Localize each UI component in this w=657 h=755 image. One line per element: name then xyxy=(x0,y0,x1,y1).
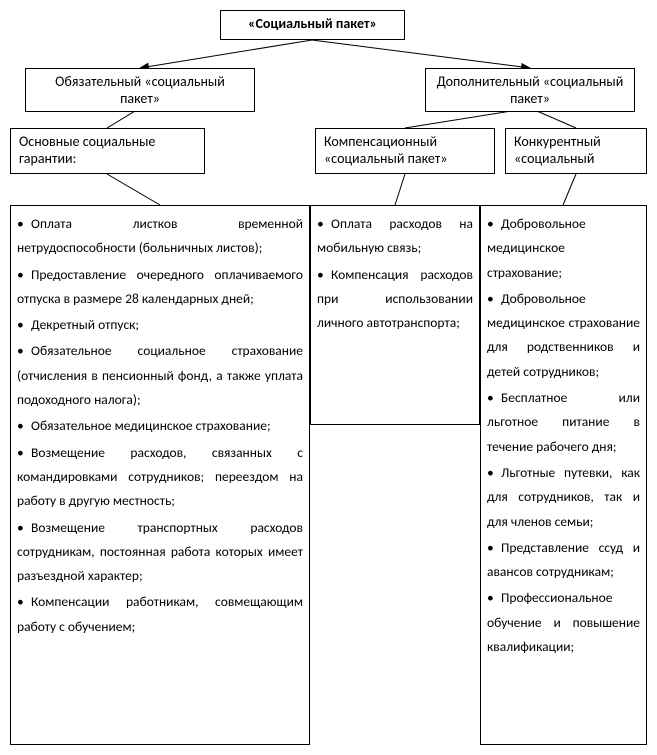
list-item: •Обязательное социальное страхование (от… xyxy=(17,339,303,412)
root-node: «Социальный пакет» xyxy=(220,10,405,40)
list-item: •Компенсация расходов при использовании … xyxy=(317,263,473,336)
node-compensation: Компенсационный «социальный пакет» xyxy=(315,128,495,174)
list-item: •Льготные путевки, как для сотрудников, … xyxy=(487,461,640,534)
list-item: •Возмещение расходов, связанных с команд… xyxy=(17,441,303,514)
list-item: •Профессиональное обучение и повышение к… xyxy=(487,586,640,659)
detail-compensation: •Оплата расходов на мобильную связь;•Ком… xyxy=(310,205,480,425)
list-item: •Возмещение транспортных расходов сотруд… xyxy=(17,516,303,589)
list-item: •Компенсации работникам, совмещающим раб… xyxy=(17,590,303,639)
social-package-tree: «Социальный пакет» Обязательный «социаль… xyxy=(10,10,647,745)
list-item: •Представление ссуд и авансов сотрудника… xyxy=(487,536,640,585)
detail-competitive: •Добровольное медицинское страхование;•Д… xyxy=(480,205,647,745)
list-item: •Бесплатное или льготное питание в течен… xyxy=(487,386,640,459)
node-competitive: Конкурентный «социальный xyxy=(505,128,647,174)
list-item: •Декретный отпуск; xyxy=(17,313,303,337)
node-basic-guarantees: Основные социальные гарантии: xyxy=(10,128,205,174)
node-additional: Дополнительный «социальный пакет» xyxy=(425,68,635,112)
list-item: •Обязательное медицинское страхование; xyxy=(17,414,303,438)
list-item: •Оплата листков временной нетрудоспособн… xyxy=(17,212,303,261)
list-item: •Добровольное медицинское страхование; xyxy=(487,212,640,285)
list-item: •Добровольное медицинское страхование дл… xyxy=(487,287,640,384)
list-item: •Оплата расходов на мобильную связь; xyxy=(317,212,473,261)
list-item: •Предоставление очередного оплачиваемого… xyxy=(17,263,303,312)
node-mandatory: Обязательный «социальный пакет» xyxy=(25,68,255,112)
detail-basic-guarantees: •Оплата листков временной нетрудоспособн… xyxy=(10,205,310,745)
